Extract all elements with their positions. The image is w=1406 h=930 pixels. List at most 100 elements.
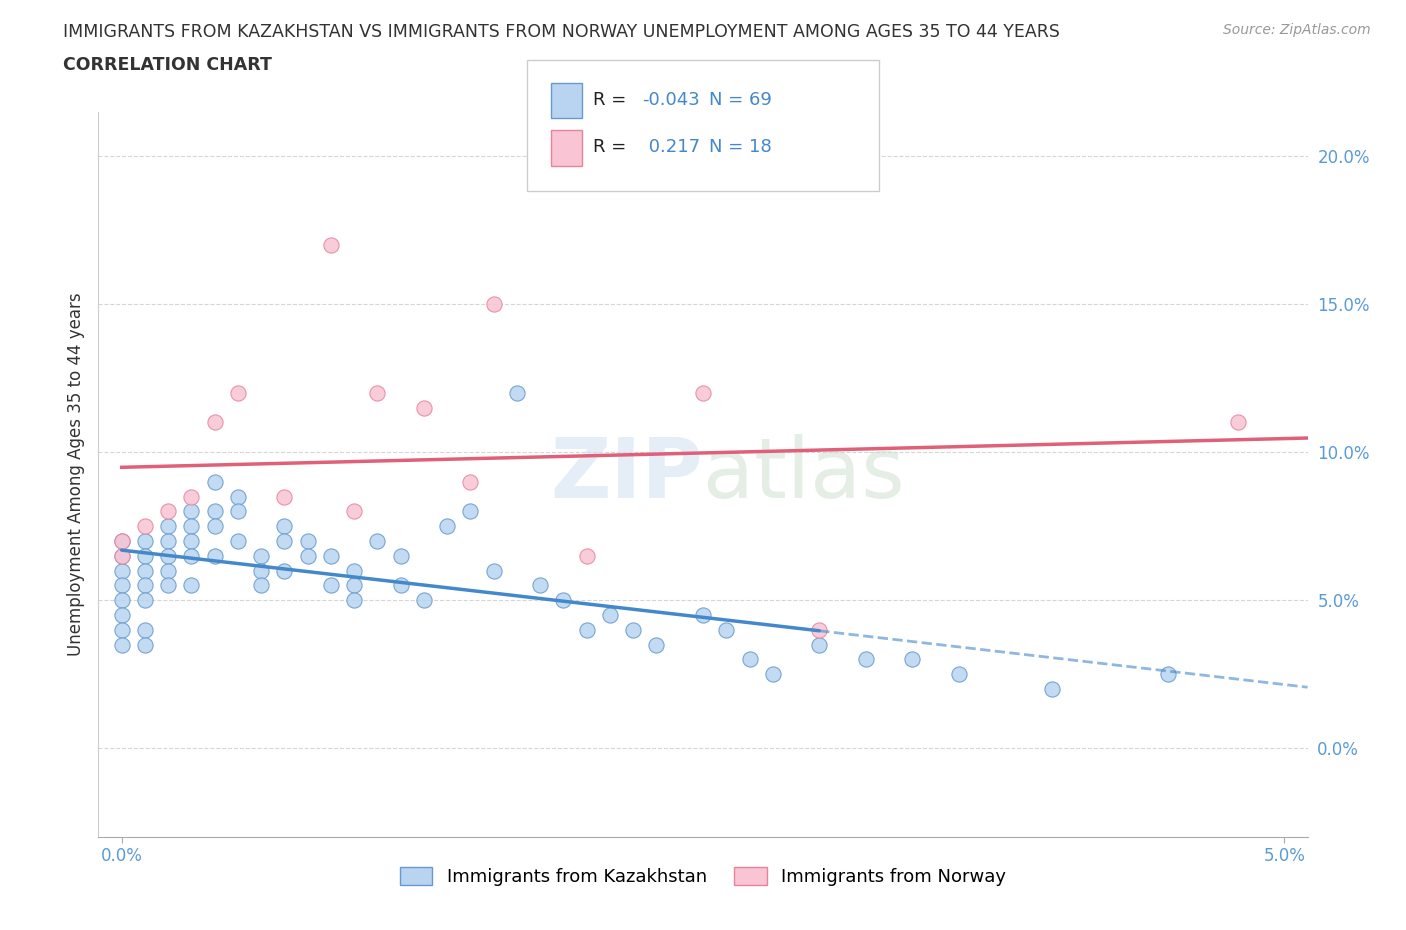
Point: [1226, 415, 1249, 430]
Point: [134, 592, 156, 607]
Point: [482, 297, 505, 312]
Text: CORRELATION CHART: CORRELATION CHART: [63, 56, 273, 73]
Text: Source: ZipAtlas.com: Source: ZipAtlas.com: [1223, 23, 1371, 37]
Text: N = 18: N = 18: [709, 138, 772, 156]
Point: [1157, 667, 1180, 682]
Point: [134, 637, 156, 652]
Text: atlas: atlas: [703, 433, 904, 515]
Point: [111, 637, 134, 652]
Point: [948, 667, 970, 682]
Point: [808, 637, 831, 652]
Point: [343, 563, 366, 578]
Text: -0.043: -0.043: [643, 90, 700, 109]
Point: [180, 489, 202, 504]
Point: [204, 504, 226, 519]
Point: [111, 563, 134, 578]
Point: [273, 563, 295, 578]
Point: [111, 622, 134, 637]
Point: [134, 549, 156, 564]
Point: [250, 563, 273, 578]
Point: [343, 592, 366, 607]
Point: [692, 607, 714, 622]
Point: [134, 578, 156, 592]
Point: [157, 504, 180, 519]
Point: [297, 534, 319, 549]
Point: [436, 519, 458, 534]
Point: [111, 592, 134, 607]
Point: [297, 549, 319, 564]
Point: [204, 519, 226, 534]
Point: [180, 534, 202, 549]
Text: R =: R =: [593, 138, 633, 156]
Point: [250, 549, 273, 564]
Point: [157, 578, 180, 592]
Point: [460, 474, 482, 489]
Point: [204, 415, 226, 430]
Point: [111, 607, 134, 622]
Text: IMMIGRANTS FROM KAZAKHSTAN VS IMMIGRANTS FROM NORWAY UNEMPLOYMENT AMONG AGES 35 : IMMIGRANTS FROM KAZAKHSTAN VS IMMIGRANTS…: [63, 23, 1060, 41]
Point: [204, 474, 226, 489]
Point: [134, 519, 156, 534]
Point: [413, 592, 436, 607]
Point: [204, 549, 226, 564]
Point: [111, 549, 134, 564]
Text: 0.217: 0.217: [643, 138, 700, 156]
Point: [482, 563, 505, 578]
Point: [413, 400, 436, 415]
Y-axis label: Unemployment Among Ages 35 to 44 years: Unemployment Among Ages 35 to 44 years: [66, 293, 84, 656]
Point: [319, 578, 342, 592]
Point: [157, 549, 180, 564]
Point: [599, 607, 621, 622]
Text: R =: R =: [593, 90, 633, 109]
Point: [692, 385, 714, 400]
Point: [180, 519, 202, 534]
Point: [180, 504, 202, 519]
Point: [1040, 682, 1063, 697]
Point: [621, 622, 644, 637]
Point: [157, 534, 180, 549]
Point: [134, 622, 156, 637]
Point: [575, 549, 598, 564]
Point: [226, 385, 249, 400]
Point: [808, 622, 831, 637]
Point: [716, 622, 738, 637]
Point: [529, 578, 551, 592]
Point: [134, 563, 156, 578]
Point: [157, 519, 180, 534]
Point: [738, 652, 761, 667]
Point: [273, 534, 295, 549]
Legend: Immigrants from Kazakhstan, Immigrants from Norway: Immigrants from Kazakhstan, Immigrants f…: [392, 859, 1014, 893]
Point: [645, 637, 668, 652]
Point: [319, 549, 342, 564]
Point: [366, 385, 388, 400]
Point: [273, 519, 295, 534]
Point: [901, 652, 924, 667]
Point: [111, 549, 134, 564]
Point: [319, 237, 342, 252]
Point: [226, 534, 249, 549]
Point: [111, 534, 134, 549]
Point: [366, 534, 388, 549]
Point: [343, 578, 366, 592]
Point: [575, 622, 598, 637]
Point: [111, 534, 134, 549]
Point: [343, 504, 366, 519]
Point: [134, 534, 156, 549]
Point: [273, 489, 295, 504]
Point: [460, 504, 482, 519]
Point: [180, 549, 202, 564]
Point: [180, 578, 202, 592]
Point: [389, 578, 412, 592]
Point: [762, 667, 785, 682]
Point: [553, 592, 575, 607]
Text: ZIP: ZIP: [551, 433, 703, 515]
Point: [111, 578, 134, 592]
Point: [855, 652, 877, 667]
Point: [250, 578, 273, 592]
Point: [157, 563, 180, 578]
Point: [226, 489, 249, 504]
Point: [226, 504, 249, 519]
Point: [389, 549, 412, 564]
Text: N = 69: N = 69: [709, 90, 772, 109]
Point: [506, 385, 529, 400]
